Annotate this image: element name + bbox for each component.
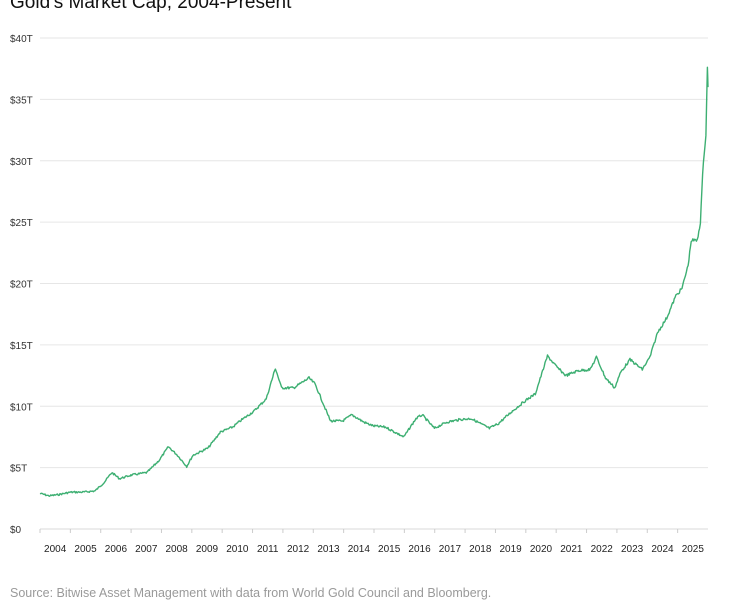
x-tick-label: 2004 bbox=[44, 544, 67, 555]
x-tick-label: 2014 bbox=[348, 544, 371, 555]
x-tick-label: 2022 bbox=[591, 544, 614, 555]
x-tick-label: 2024 bbox=[651, 544, 674, 555]
x-tick-label: 2013 bbox=[317, 544, 340, 555]
x-tick-label: 2007 bbox=[135, 544, 158, 555]
x-tick-label: 2023 bbox=[621, 544, 644, 555]
x-tick-label: 2019 bbox=[500, 544, 523, 555]
x-tick-label: 2009 bbox=[196, 544, 219, 555]
x-tick-label: 2012 bbox=[287, 544, 310, 555]
y-tick-label: $40T bbox=[10, 34, 33, 45]
y-tick-label: $10T bbox=[10, 402, 33, 413]
y-tick-label: $20T bbox=[10, 280, 33, 291]
x-axis: 2004 2005 2006 2007 2008 2009 2010 2011 2012 2013… bbox=[39, 529, 705, 555]
x-tick-label: 2008 bbox=[166, 544, 189, 555]
y-tick-label: $5T bbox=[10, 464, 27, 475]
x-tick-label: 2011 bbox=[257, 544, 279, 555]
x-tick-label: 2017 bbox=[439, 544, 462, 555]
x-tick-label: 2006 bbox=[105, 544, 128, 555]
source-note: Source: Bitwise Asset Management with da… bbox=[10, 586, 492, 600]
market-cap-line bbox=[39, 66, 709, 497]
y-tick-label: $30T bbox=[10, 157, 33, 168]
x-tick-label: 2005 bbox=[74, 544, 97, 555]
y-tick-label: $25T bbox=[10, 218, 33, 229]
chart-title: Gold's Market Cap, 2004-Present bbox=[10, 0, 292, 13]
series-layer bbox=[39, 66, 709, 497]
x-tick-label: 2018 bbox=[469, 544, 492, 555]
x-tick-label: 2020 bbox=[530, 544, 553, 555]
x-tick-label: 2016 bbox=[408, 544, 431, 555]
x-tick-label: 2025 bbox=[682, 544, 705, 555]
y-tick-label: $35T bbox=[10, 95, 33, 106]
x-tick-label: 2015 bbox=[378, 544, 401, 555]
y-tick-label: $15T bbox=[10, 341, 33, 352]
x-tick-label: 2010 bbox=[226, 544, 249, 555]
y-axis: $0 $5T $10T $15T $20T $25T $30T $35T $40T bbox=[10, 34, 33, 536]
y-tick-label: $0 bbox=[10, 525, 22, 536]
x-tick-label: 2021 bbox=[560, 544, 583, 555]
gridlines bbox=[40, 37, 708, 530]
